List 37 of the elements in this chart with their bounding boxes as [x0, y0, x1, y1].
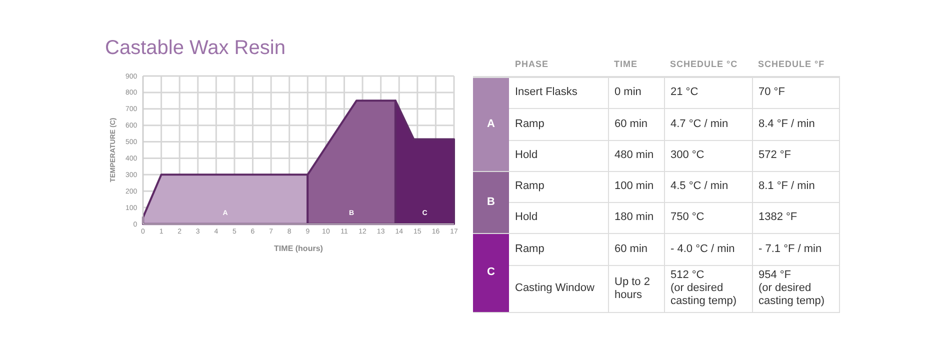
text: 60 min: [608, 233, 664, 265]
text: 100 min: [608, 171, 664, 202]
text: 60 min: [608, 108, 664, 140]
text: Hold: [509, 140, 608, 171]
text: Up to 2 hours: [608, 265, 664, 312]
text: Ramp: [509, 108, 608, 140]
text: 4.7 °C / min: [664, 108, 752, 140]
text: 512 °C (or desired casting temp): [664, 265, 752, 312]
text: TIME: [608, 52, 664, 77]
text: Ramp: [509, 171, 608, 202]
text: 1382 °F: [752, 202, 839, 233]
text: 300 °C: [664, 140, 752, 171]
text: 4.5 °C / min: [664, 171, 752, 202]
text: PHASE: [509, 52, 608, 77]
text: 180 min: [608, 202, 664, 233]
text: A: [473, 77, 509, 171]
text: 0 min: [608, 77, 664, 108]
text: SCHEDULE °C: [664, 52, 752, 77]
x-axis-title: TIME (hours): [274, 244, 324, 253]
chart-title: Castable Wax Resin: [105, 37, 286, 59]
text: 8.4 °F / min: [752, 108, 839, 140]
text: Ramp: [509, 233, 608, 265]
text: SCHEDULE °F: [752, 52, 839, 77]
text: Insert Flasks: [509, 77, 608, 108]
text: - 7.1 °F / min: [752, 233, 839, 265]
text: 750 °C: [664, 202, 752, 233]
text: 954 °F (or desired casting temp): [752, 265, 839, 312]
text: 21 °C: [664, 77, 752, 108]
text: 70 °F: [752, 77, 839, 108]
text: Hold: [509, 202, 608, 233]
text: 480 min: [608, 140, 664, 171]
text: 8.1 °F / min: [752, 171, 839, 202]
text: 572 °F: [752, 140, 839, 171]
text: - 4.0 °C / min: [664, 233, 752, 265]
text: Casting Window: [509, 265, 608, 312]
text: C: [473, 233, 509, 312]
text: B: [473, 171, 509, 233]
